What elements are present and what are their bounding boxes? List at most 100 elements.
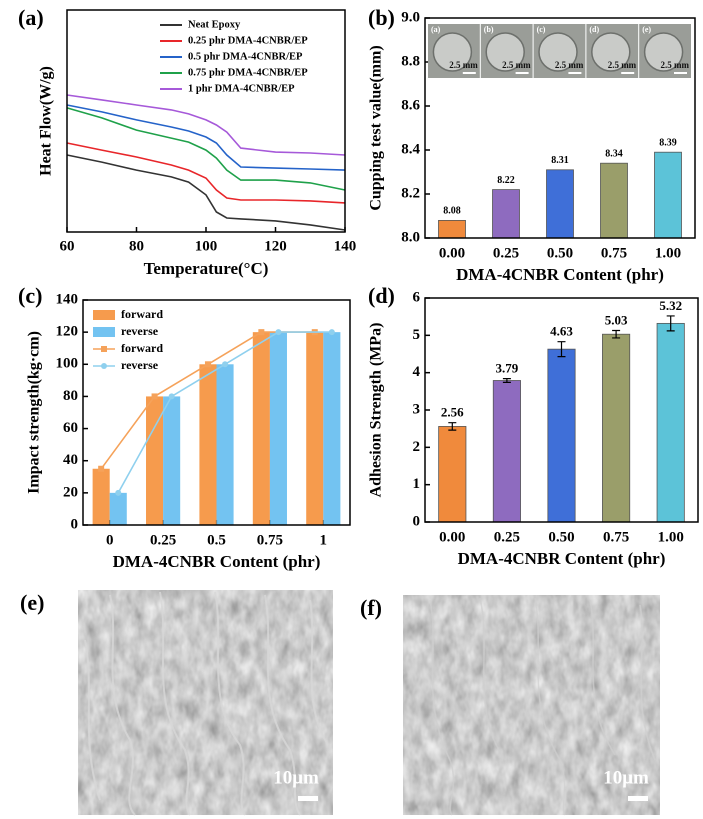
- x-tick-label: 0.75: [601, 245, 627, 261]
- y-tick-label: 4: [413, 364, 421, 380]
- bar: [146, 396, 164, 525]
- legend-marker: [101, 346, 107, 352]
- line-marker: [258, 329, 265, 336]
- scale-label: 10μm: [603, 767, 649, 788]
- legend-swatch: [93, 310, 115, 320]
- bar: [216, 364, 234, 525]
- line-marker: [115, 489, 122, 496]
- y-tick-label: 5: [413, 327, 421, 343]
- inset-scale: 2.5 mm: [449, 60, 478, 70]
- x-axis-label: Temperature(°C): [144, 259, 269, 278]
- x-tick-label: 0.75: [603, 529, 629, 545]
- x-tick-label: 140: [334, 238, 357, 254]
- sem-image: [403, 595, 660, 815]
- bar: [323, 332, 341, 525]
- bar: [492, 189, 520, 239]
- x-tick-label: 1: [320, 532, 328, 548]
- y-tick-label: 120: [56, 324, 79, 340]
- error-bar: [666, 315, 675, 332]
- plot-frame: [424, 297, 699, 523]
- line-series: [66, 104, 346, 171]
- y-tick-label: 8.0: [401, 229, 420, 245]
- y-tick-label: 40: [63, 452, 78, 468]
- inset-scale: 2.5 mm: [661, 60, 690, 70]
- value-label: 8.39: [659, 137, 677, 148]
- legend-label: reverse: [121, 358, 159, 372]
- bar: [109, 492, 127, 525]
- bar: [602, 333, 631, 523]
- bar: [546, 169, 574, 239]
- error-bar: [612, 329, 621, 339]
- bar: [269, 332, 287, 525]
- panel-label: (e): [20, 590, 44, 615]
- line-series: [66, 107, 346, 191]
- x-axis-label: DMA-4CNBR Content (phr): [458, 549, 666, 568]
- inset-label: (d): [589, 25, 599, 34]
- chart-panel: (d) 0 1 2 3 4 5 6 0.00 0.25 0.50 0.75 1.00 DMA-4CNBR …: [368, 283, 699, 568]
- scale-bar: [628, 796, 648, 801]
- legend-swatch: [93, 327, 115, 337]
- x-tick-label: 0.75: [257, 532, 283, 548]
- value-label: 5.32: [659, 298, 682, 313]
- inset-scale: 2.5 mm: [608, 60, 637, 70]
- x-tick-label: 0.50: [548, 529, 574, 545]
- legend-label: forward: [121, 341, 163, 355]
- y-tick-label: 1: [413, 476, 421, 492]
- y-tick-label: 80: [63, 388, 78, 404]
- inset-label: (a): [431, 25, 441, 34]
- value-label: 5.03: [605, 312, 628, 327]
- value-label: 8.08: [443, 206, 461, 217]
- panel-label: (c): [18, 283, 42, 308]
- line-marker: [328, 329, 335, 336]
- y-axis-label: Adhesion Strength (MPa): [368, 323, 385, 498]
- y-tick-label: 60: [63, 420, 78, 436]
- scale-bar: [298, 796, 318, 801]
- inset-dome: [591, 32, 631, 72]
- value-label: 4.63: [550, 324, 573, 339]
- bar: [600, 162, 628, 239]
- inset-scale: 2.5 mm: [555, 60, 584, 70]
- x-tick-label: 0.5: [207, 532, 226, 548]
- y-tick-label: 8.6: [401, 97, 420, 113]
- y-axis-label: Impact strength(kg·cm): [26, 331, 43, 494]
- legend-label: Neat Epoxy: [188, 19, 241, 30]
- inset-label: (b): [484, 25, 494, 34]
- y-tick-label: 140: [56, 291, 79, 307]
- inset-dome: [643, 32, 684, 72]
- legend-label: 0.75 phr DMA-4CNBR/EP: [188, 67, 308, 78]
- y-tick-label: 20: [63, 484, 78, 500]
- legend-marker: [101, 363, 107, 369]
- value-label: 8.22: [497, 175, 515, 186]
- inset-label: (e): [642, 25, 651, 34]
- line-series: [66, 94, 346, 156]
- x-axis-label: DMA-4CNBR Content (phr): [456, 265, 664, 284]
- inset-dome: [485, 32, 525, 72]
- sem-panel-e: (e) 10μm: [20, 590, 333, 816]
- y-tick-label: 8.2: [401, 185, 420, 201]
- line-marker: [204, 361, 211, 368]
- error-bar: [502, 378, 511, 383]
- bar: [199, 364, 217, 525]
- y-tick-label: 3: [413, 401, 421, 417]
- bar: [163, 396, 181, 525]
- line-series: [66, 154, 346, 231]
- legend-label: forward: [121, 307, 163, 321]
- bar: [547, 348, 576, 523]
- line-marker: [168, 393, 175, 400]
- line-marker: [98, 465, 105, 472]
- legend-label: 1 phr DMA-4CNBR/EP: [188, 83, 295, 94]
- bar: [438, 426, 467, 523]
- panel-label: (b): [368, 5, 395, 30]
- bar: [656, 322, 685, 523]
- bar: [92, 468, 110, 525]
- value-label: 8.31: [551, 155, 569, 166]
- sem-streaks: [84, 591, 329, 816]
- line-marker: [275, 329, 282, 336]
- chart-panel: (a) 60 80 100 120 140 Temperature(°C) Heat Flow…: [18, 5, 356, 278]
- inset-dome: [432, 32, 473, 72]
- sem-streaks: [429, 597, 656, 816]
- inset-dome: [538, 32, 578, 72]
- x-tick-label: 120: [264, 238, 287, 254]
- y-tick-label: 6: [413, 289, 421, 305]
